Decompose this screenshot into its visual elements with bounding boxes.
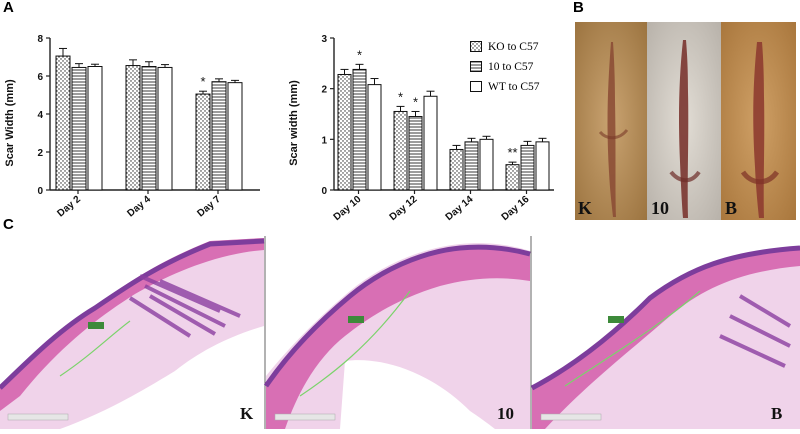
bar [449, 148, 464, 191]
legend-label: WT to C57 [488, 80, 540, 93]
x-tick-label: Day 4 [125, 194, 153, 220]
x-tick-label: Day 16 [500, 194, 532, 223]
histology-label-k: K [240, 404, 254, 423]
wound-photo-b [721, 22, 796, 220]
bar [535, 141, 550, 191]
histology-strip [0, 236, 800, 429]
panel-c-letter: C [3, 216, 14, 233]
y-tick-label: 8 [37, 34, 43, 45]
x-tick-label: Day 12 [388, 194, 420, 223]
significance-mark: * [398, 89, 403, 104]
photo-label-k: K [578, 198, 593, 218]
significance-mark: * [357, 47, 362, 62]
wound-photo-k [575, 22, 647, 220]
histology-label-10: 10 [497, 404, 514, 423]
histology-image-b [530, 236, 800, 429]
y-tick-label: 0 [321, 186, 327, 197]
bar [211, 81, 227, 191]
bar [393, 110, 408, 191]
histology-image-10 [263, 236, 531, 429]
legend-swatch-lines [470, 61, 482, 72]
bar [337, 73, 352, 191]
y-tick-label: 6 [37, 72, 43, 83]
y-tick-label: 0 [37, 186, 43, 197]
bar [367, 84, 382, 191]
legend-label: KO to C57 [488, 40, 539, 53]
bar [55, 55, 71, 191]
y-tick-label: 2 [37, 148, 43, 159]
significance-mark: ** [507, 145, 517, 160]
bar [141, 66, 157, 191]
legend-item: KO to C57 [470, 38, 568, 55]
x-tick-label: Day 7 [195, 194, 223, 220]
legend-item: WT to C57 [470, 78, 568, 95]
bar [479, 138, 494, 191]
bar [423, 95, 438, 191]
bar [408, 116, 423, 191]
y-axis-label: Scar Width (mm) [4, 79, 16, 167]
bar [71, 66, 87, 191]
x-tick-label: Day 14 [444, 194, 476, 223]
bar-chart-early-days: 0 2 4 6 8 Day 2 Day 4 Day 7 * Scar Width (mm) [4, 34, 260, 220]
legend-label: 10 to C57 [488, 60, 534, 73]
panel-a-letter: A [3, 0, 14, 16]
histology-label-b: B [771, 404, 783, 423]
x-tick-label: Day 2 [55, 194, 83, 220]
bar [520, 144, 535, 191]
legend-swatch-plain [470, 81, 482, 92]
bar [352, 68, 367, 191]
legend-swatch-dots [470, 41, 482, 52]
bar [464, 141, 479, 191]
bar [157, 66, 173, 191]
panel-b-letter: B [573, 0, 584, 16]
bar [227, 82, 243, 191]
significance-mark: * [413, 94, 418, 109]
bar [87, 66, 103, 191]
legend: KO to C57 10 to C57 WT to C57 [470, 38, 568, 95]
bar [125, 65, 141, 191]
y-tick-label: 4 [37, 110, 43, 121]
histology-image-k [0, 236, 265, 429]
wound-photo-10 [647, 22, 721, 220]
legend-item: 10 to C57 [470, 58, 568, 75]
bars-group: ** *** [337, 47, 550, 191]
y-tick-label: 1 [321, 135, 327, 146]
wound-photos: K 10 B [575, 22, 796, 220]
bar [195, 93, 211, 191]
y-tick-label: 3 [321, 34, 327, 45]
x-tick-label: Day 10 [332, 194, 364, 223]
significance-mark: * [200, 74, 205, 89]
bars-group: * [55, 47, 243, 191]
photo-label-10: 10 [651, 198, 669, 218]
y-axis-label: Scar width (mm) [288, 80, 300, 166]
y-tick-label: 2 [321, 85, 327, 96]
histology-panels: K 10 B [0, 236, 800, 429]
photo-label-b: B [725, 198, 738, 218]
wound-photo-strip [575, 22, 796, 220]
bar [505, 164, 520, 191]
